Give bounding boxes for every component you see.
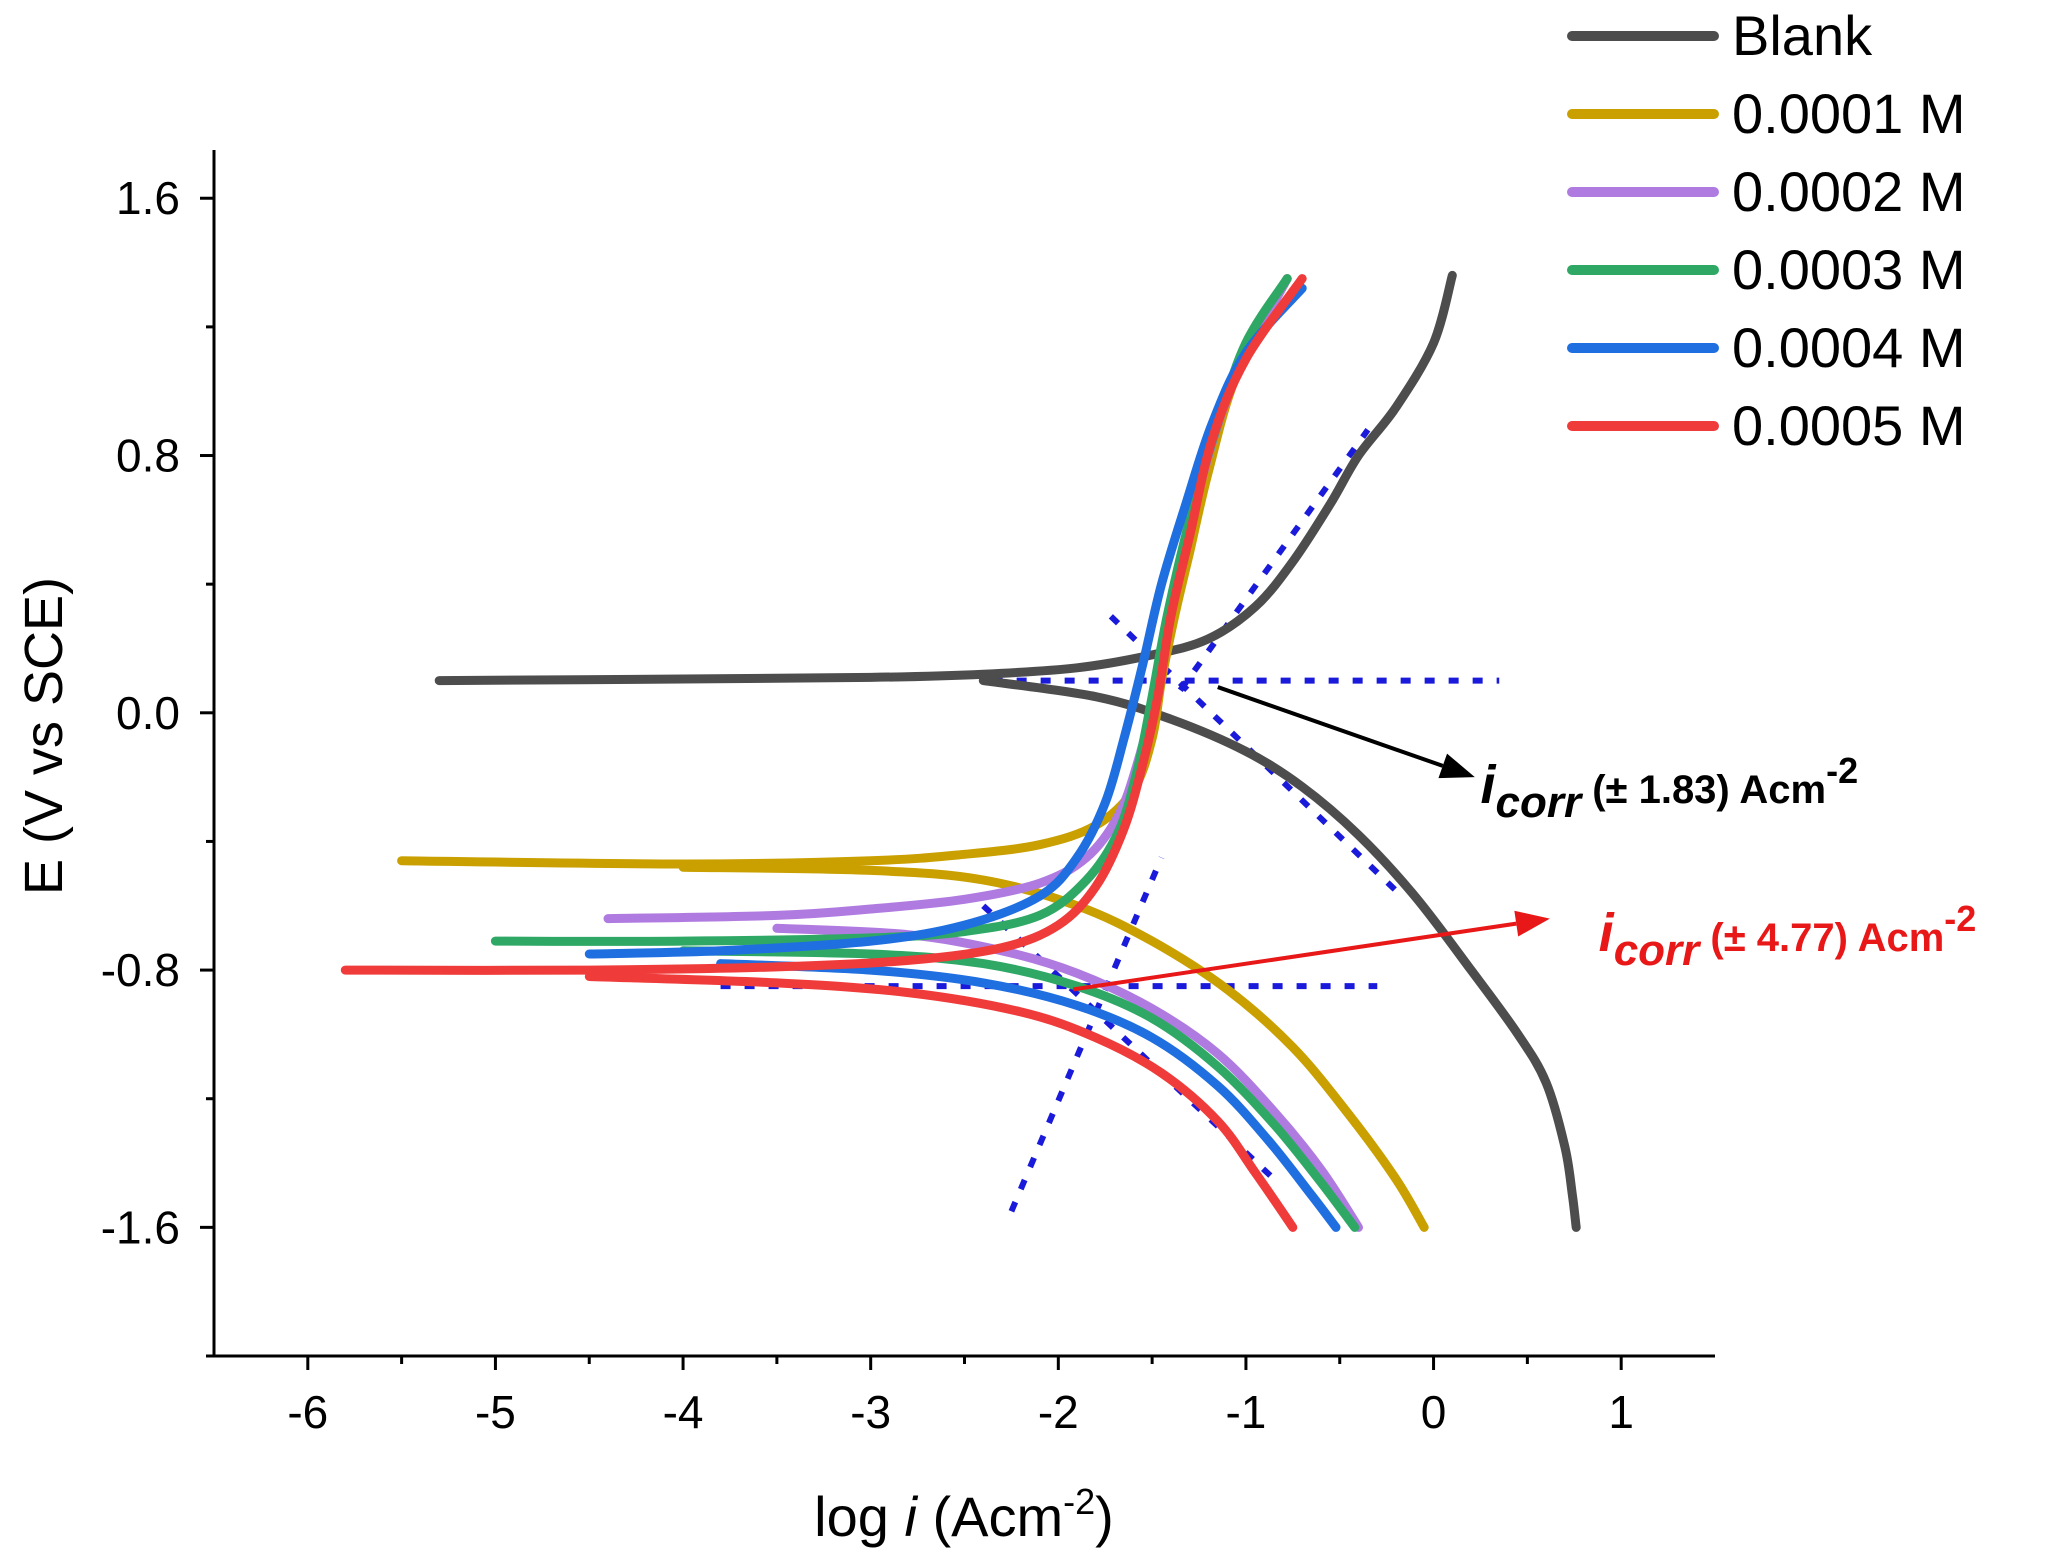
annotation-sup-0-0005-m: -2 <box>1944 898 1976 939</box>
series-0-0001-m-cathodic-branch <box>678 862 1429 1232</box>
annotation-sup-blank: -2 <box>1826 750 1858 791</box>
series-blank-cathodic-branch <box>978 676 1581 1232</box>
legend-label-blank: Blank <box>1732 4 1873 67</box>
legend-label-0-0003-m: 0.0003 M <box>1732 238 1966 301</box>
legend: Blank 0.0001 M 0.0002 M 0.0003 M 0.0004 M 0.0… <box>1567 4 1966 457</box>
x-tick-label-4: -2 <box>1038 1386 1079 1438</box>
x-axis-label-italic: i <box>904 1485 918 1548</box>
legend-label-0-0004-m: 0.0004 M <box>1732 316 1966 379</box>
x-axis-label-close: ) <box>1095 1485 1114 1548</box>
x-tick-label-5: -1 <box>1225 1386 1266 1438</box>
y-tick-label-1: -0.8 <box>101 944 180 996</box>
x-axis-label-prefix: log <box>814 1485 904 1548</box>
annotation-italic-blank: i <box>1480 755 1496 815</box>
series-0-0003-m-cathodic-branch <box>678 946 1360 1232</box>
y-tick-label-4: 1.6 <box>116 172 180 224</box>
annotation-label-blank: icorr (± 1.83) Acm-2 <box>1480 750 1858 827</box>
annotation-arrowhead-0-0005-m <box>1514 910 1550 937</box>
series-0-0004-m-cathodic-branch <box>716 959 1341 1232</box>
x-axis-label-unit: (Acm <box>917 1485 1063 1548</box>
x-axis-label: log i (Acm-2) <box>814 1481 1114 1548</box>
legend-label-0-0001-m: 0.0001 M <box>1732 82 1966 145</box>
legend-label-0-0005-m: 0.0005 M <box>1732 394 1966 457</box>
y-tick-label-0: -1.6 <box>101 1201 180 1253</box>
series-0-0005-m-cathodic-branch <box>584 972 1298 1232</box>
series-blank-anodic-branch <box>434 270 1457 686</box>
y-ticks: -1.6 -0.8 0.0 0.8 1.6 <box>101 172 214 1358</box>
tafel-line-2 <box>1177 428 1371 693</box>
legend-label-0-0002-m: 0.0002 M <box>1732 160 1966 223</box>
annotation-arrow-0-0005-m <box>1073 921 1517 992</box>
axes: -6 -5 -4 -3 -2 -1 0 1 -1.6 -0.8 0.0 0.8 1.6 <box>101 150 1715 1438</box>
y-axis-label: E (V vs SCE) <box>14 577 74 895</box>
annotation-italic-0-0005-m: i <box>1599 903 1615 963</box>
y-tick-label-3: 0.8 <box>116 430 180 482</box>
x-tick-label-3: -3 <box>850 1386 891 1438</box>
tafel-line-5 <box>981 903 1277 1182</box>
annotation-arrow-blank <box>1217 685 1444 768</box>
annotation-arrowhead-blank <box>1438 753 1475 779</box>
x-tick-label-2: -4 <box>663 1386 704 1438</box>
series-0-0004-m-anodic-branch <box>584 283 1307 959</box>
annotation-text-0-0005-m: (± 4.77) Acm <box>1699 916 1944 960</box>
series-0-0005-m-anodic-branch <box>340 274 1307 975</box>
x-axis-label-sup: -2 <box>1063 1481 1095 1522</box>
annotation-sub-blank: corr <box>1495 778 1583 827</box>
series-curves <box>340 270 1581 1232</box>
annotation-label-0-0005-m: icorr (± 4.77) Acm-2 <box>1599 898 1977 975</box>
x-tick-label-7: 1 <box>1608 1386 1634 1438</box>
y-tick-label-2: 0.0 <box>116 687 180 739</box>
annotation-sub-0-0005-m: corr <box>1614 926 1702 975</box>
annotation-text-blank: (± 1.83) Acm <box>1581 768 1826 812</box>
x-ticks: -6 -5 -4 -3 -2 -1 0 1 <box>287 1356 1634 1438</box>
x-tick-label-6: 0 <box>1421 1386 1447 1438</box>
x-tick-label-0: -6 <box>287 1386 328 1438</box>
x-tick-label-1: -5 <box>475 1386 516 1438</box>
